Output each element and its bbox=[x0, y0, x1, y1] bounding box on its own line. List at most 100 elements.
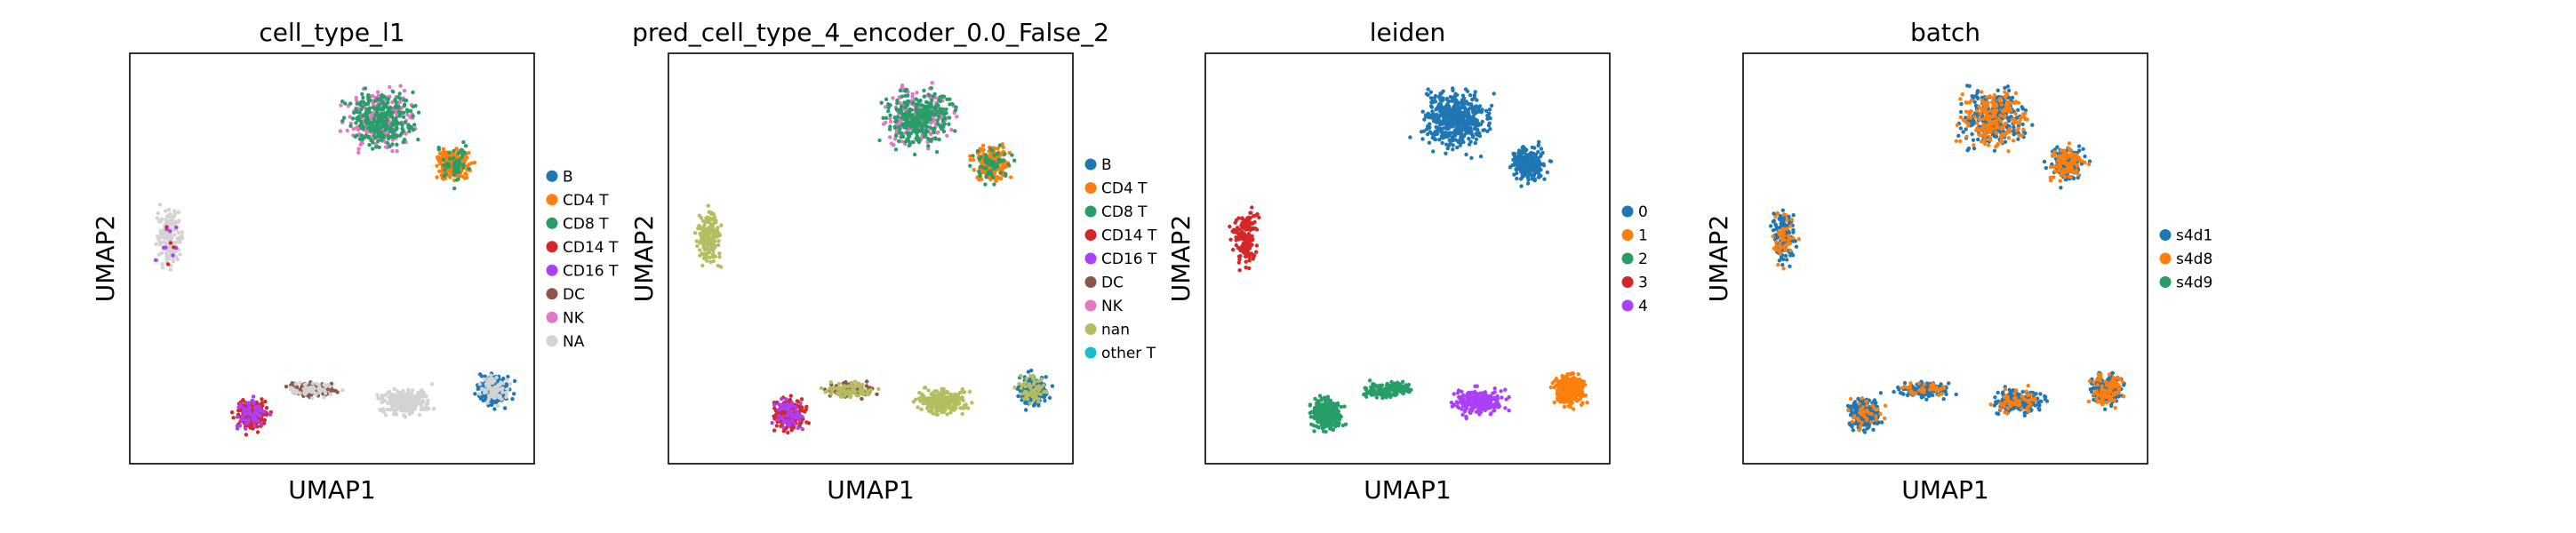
point bbox=[1252, 226, 1256, 231]
point bbox=[708, 239, 714, 243]
point bbox=[464, 171, 468, 177]
point bbox=[390, 149, 395, 154]
point bbox=[795, 399, 799, 403]
point bbox=[168, 241, 173, 245]
point bbox=[402, 138, 407, 142]
point bbox=[388, 396, 394, 401]
point bbox=[394, 412, 399, 417]
point bbox=[1487, 107, 1492, 112]
point bbox=[712, 215, 717, 219]
point bbox=[1254, 243, 1260, 248]
point bbox=[395, 148, 399, 154]
point bbox=[398, 84, 403, 88]
point bbox=[375, 108, 380, 114]
point bbox=[942, 115, 948, 121]
point bbox=[1489, 103, 1494, 108]
point bbox=[500, 387, 504, 392]
point bbox=[1420, 109, 1425, 114]
point bbox=[836, 381, 842, 386]
point bbox=[1312, 429, 1316, 434]
legend-label: B bbox=[563, 168, 573, 186]
point bbox=[361, 114, 365, 118]
point bbox=[1043, 398, 1047, 403]
point bbox=[1533, 164, 1538, 169]
point bbox=[324, 385, 328, 389]
point bbox=[1548, 159, 1553, 163]
point bbox=[990, 148, 995, 153]
point bbox=[491, 401, 495, 406]
legend-label: B bbox=[1101, 156, 1112, 174]
point bbox=[889, 141, 894, 146]
point bbox=[1029, 368, 1034, 373]
point bbox=[452, 186, 457, 191]
point bbox=[395, 142, 399, 147]
point bbox=[335, 390, 340, 394]
point bbox=[1247, 259, 1252, 263]
point bbox=[1446, 109, 1452, 114]
point bbox=[957, 390, 963, 395]
point bbox=[1036, 399, 1041, 404]
point bbox=[933, 395, 938, 400]
point bbox=[825, 389, 829, 394]
point bbox=[941, 389, 947, 394]
point bbox=[399, 391, 404, 395]
point bbox=[375, 90, 380, 94]
point bbox=[425, 398, 430, 402]
point bbox=[1453, 108, 1459, 113]
point bbox=[309, 396, 315, 401]
point bbox=[460, 148, 464, 153]
point bbox=[1440, 140, 1444, 146]
point bbox=[700, 233, 704, 237]
point bbox=[383, 128, 388, 132]
point bbox=[924, 128, 929, 132]
point bbox=[1027, 382, 1032, 386]
point bbox=[1515, 171, 1519, 176]
point bbox=[949, 128, 954, 132]
point bbox=[783, 402, 788, 407]
point bbox=[1228, 224, 1232, 229]
point bbox=[435, 175, 439, 179]
point bbox=[411, 388, 415, 393]
point bbox=[1446, 123, 1452, 128]
point bbox=[929, 86, 934, 91]
point bbox=[1444, 151, 1448, 155]
point bbox=[903, 105, 908, 110]
x-axis-label: UMAP1 bbox=[827, 475, 915, 505]
point bbox=[1332, 402, 1336, 406]
legend-label: other T bbox=[1101, 345, 1156, 362]
point bbox=[351, 126, 356, 131]
point bbox=[400, 398, 405, 402]
point bbox=[1432, 96, 1437, 100]
point bbox=[906, 99, 910, 104]
point bbox=[302, 383, 308, 387]
legend-marker bbox=[1084, 205, 1097, 218]
point bbox=[788, 403, 793, 408]
point bbox=[172, 241, 177, 245]
point bbox=[442, 163, 446, 168]
point bbox=[1515, 176, 1519, 181]
point bbox=[1253, 250, 1259, 254]
point bbox=[886, 109, 891, 114]
point bbox=[935, 409, 940, 413]
point bbox=[431, 407, 436, 411]
point bbox=[1460, 99, 1466, 104]
point bbox=[303, 386, 308, 391]
point bbox=[770, 420, 774, 426]
point bbox=[888, 113, 892, 117]
point bbox=[995, 163, 999, 168]
point bbox=[703, 219, 708, 225]
point bbox=[1536, 149, 1540, 155]
point bbox=[1230, 247, 1236, 252]
point bbox=[461, 163, 466, 167]
point bbox=[1038, 392, 1044, 396]
legend-marker bbox=[1084, 276, 1097, 288]
panel-title: pred_cell_type_4_encoder_0.0_False_2 bbox=[632, 18, 1109, 47]
point bbox=[1050, 384, 1055, 388]
point bbox=[391, 118, 396, 123]
point bbox=[954, 406, 958, 410]
point bbox=[923, 386, 928, 390]
point bbox=[168, 267, 172, 272]
point bbox=[1463, 114, 1468, 118]
point bbox=[360, 137, 365, 141]
